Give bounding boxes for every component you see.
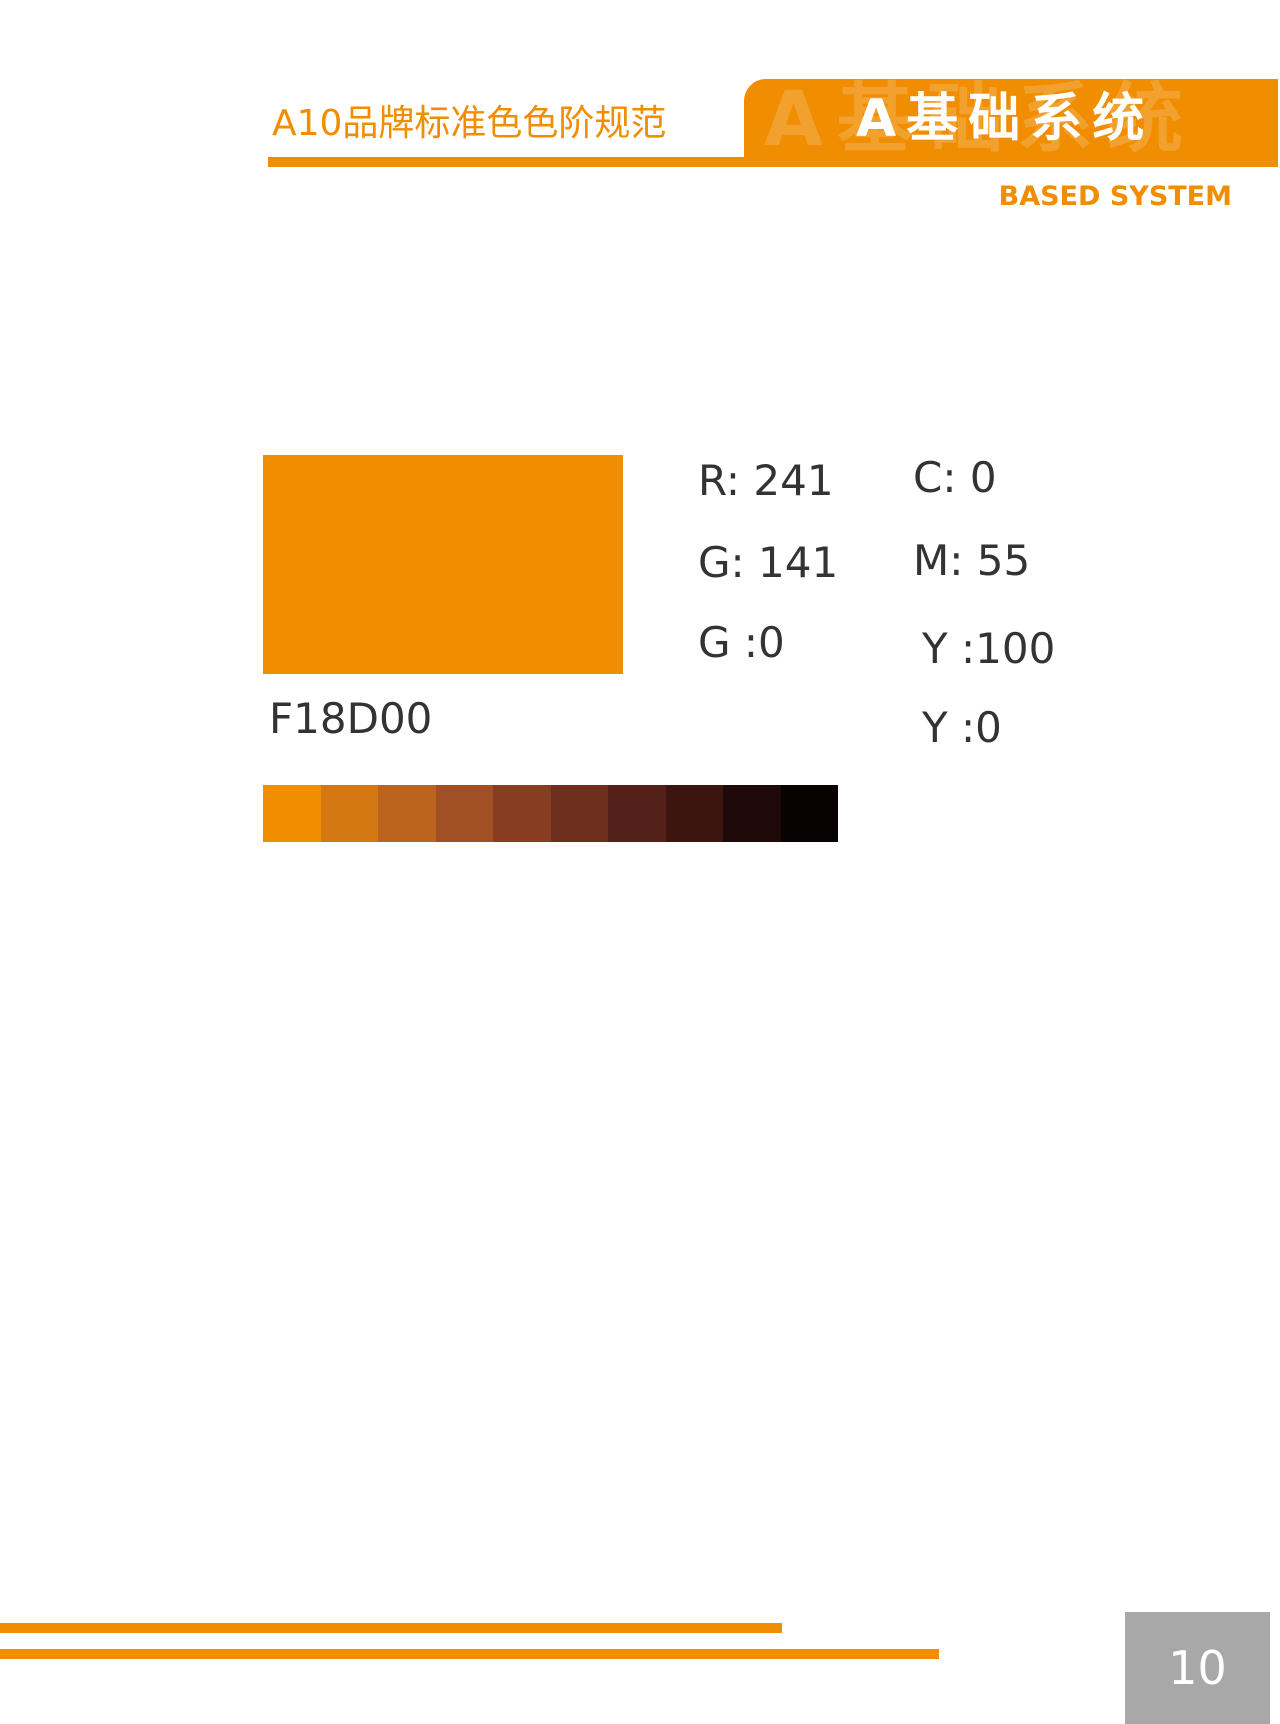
section-watermark: A基础系统 <box>764 79 1197 159</box>
section-subtitle: BASED SYSTEM <box>998 181 1232 212</box>
cmyk-value: M: 55 <box>913 536 1031 585</box>
scale-step <box>493 785 551 842</box>
section-tab: A基础系统 A基础系统 <box>744 79 1278 159</box>
scale-step <box>608 785 666 842</box>
scale-step <box>723 785 781 842</box>
scale-step <box>665 785 723 842</box>
scale-step <box>320 785 378 842</box>
scale-step <box>550 785 608 842</box>
rgb-value: G :0 <box>698 618 785 667</box>
cmyk-value: C: 0 <box>913 453 997 502</box>
scale-step <box>378 785 436 842</box>
hex-code: F18D00 <box>269 694 433 743</box>
page-title: A10品牌标准色色阶规范 <box>272 103 667 144</box>
scale-step <box>435 785 493 842</box>
title-underline <box>268 157 1278 167</box>
rgb-value: G: 141 <box>698 538 839 587</box>
footer-line <box>0 1623 782 1633</box>
cmyk-value: Y :100 <box>922 624 1056 673</box>
color-scale <box>263 785 838 842</box>
page-number: 10 <box>1125 1612 1270 1724</box>
scale-step <box>780 785 838 842</box>
footer-line <box>0 1649 939 1659</box>
color-swatch <box>263 455 623 674</box>
rgb-value: R: 241 <box>698 456 834 505</box>
section-title: A基础系统 <box>856 89 1155 149</box>
cmyk-value: Y :0 <box>922 703 1002 752</box>
scale-step <box>263 785 321 842</box>
